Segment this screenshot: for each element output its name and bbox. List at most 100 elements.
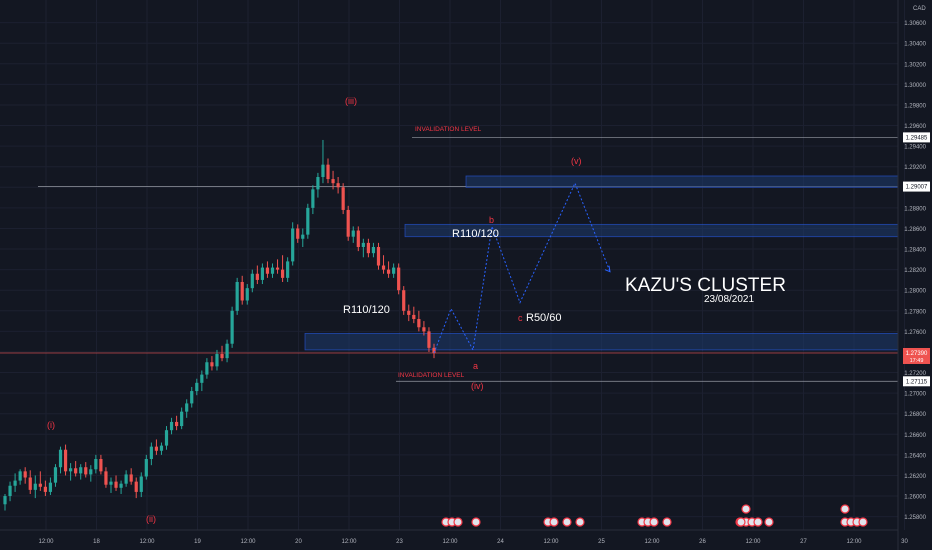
- price-tick-label: 1.30600: [904, 21, 926, 27]
- event-marker[interactable]: [858, 517, 868, 527]
- level-price-label: 1.29485: [906, 135, 928, 141]
- event-marker[interactable]: [453, 517, 463, 527]
- wave-label-ii: (ii): [146, 514, 156, 524]
- event-marker[interactable]: [471, 517, 481, 527]
- candle-body: [392, 267, 396, 274]
- candle-body: [84, 467, 88, 475]
- candle-body: [13, 480, 17, 486]
- candle-body: [119, 483, 123, 488]
- price-tick-label: 1.25800: [904, 515, 926, 521]
- candle-body: [129, 474, 133, 482]
- candle-body: [74, 468, 78, 474]
- candle-body: [316, 177, 320, 190]
- candle-body: [386, 269, 391, 274]
- candle-body: [341, 187, 345, 210]
- wave-label-v: (v): [571, 156, 582, 166]
- price-tick-label: 1.26400: [904, 453, 926, 459]
- candle-body: [169, 421, 174, 431]
- level-price-label: 1.29007: [906, 185, 928, 191]
- time-tick-label: 12:00: [38, 539, 54, 545]
- candle-body: [58, 449, 63, 468]
- candle-body: [149, 446, 153, 459]
- price-tick-label: 1.27600: [904, 330, 926, 336]
- zone-label-upper: R110/120: [452, 228, 499, 240]
- time-tick-label: 12:00: [846, 539, 862, 545]
- resistance-zones: [304, 175, 899, 351]
- event-marker[interactable]: [549, 517, 559, 527]
- candle-body: [38, 483, 42, 487]
- event-marker[interactable]: [736, 517, 746, 527]
- zone-label-lower: R110/120: [343, 304, 390, 316]
- candle-body: [331, 179, 335, 184]
- projection-arrowhead: [604, 265, 611, 273]
- candle-body: [175, 421, 179, 427]
- event-marker[interactable]: [741, 504, 751, 514]
- candle-body: [361, 242, 365, 247]
- price-tick-label: 1.29800: [904, 103, 926, 109]
- candle-body: [412, 314, 416, 320]
- candle-body: [114, 481, 118, 488]
- candle-body: [63, 449, 68, 472]
- event-marker[interactable]: [662, 517, 672, 527]
- candle-body: [402, 290, 406, 311]
- candle-body: [18, 471, 22, 481]
- candle-body: [286, 261, 290, 278]
- level-price-tag: [903, 376, 930, 387]
- candle-body: [422, 327, 426, 332]
- candle-body: [215, 354, 219, 367]
- candle-body: [200, 374, 204, 383]
- candle-body: [89, 469, 93, 475]
- time-tick-label: 12:00: [341, 539, 357, 545]
- candle-body: [321, 164, 325, 178]
- event-marker[interactable]: [840, 504, 850, 514]
- event-marker[interactable]: [575, 517, 585, 527]
- economic-event-markers[interactable]: [441, 504, 868, 527]
- candle-body: [351, 230, 355, 237]
- candle-body: [48, 482, 53, 492]
- price-tick-label: 1.28600: [904, 227, 926, 233]
- candle-body: [220, 354, 224, 359]
- current-price-label: 1.27390: [906, 351, 928, 357]
- time-tick-label: 18: [93, 539, 100, 545]
- wave-label-iv: (iv): [471, 381, 484, 391]
- candle-body: [306, 207, 310, 235]
- time-axis[interactable]: 12:00 18 12:00 19 12:00 20 12:00 23 12:00 24 12:00…: [38, 539, 908, 545]
- price-tick-label: 1.30400: [904, 42, 926, 48]
- candle-body: [164, 430, 169, 446]
- candle-body: [109, 481, 113, 485]
- wave-label-c: c: [518, 313, 523, 323]
- candle-body: [417, 319, 421, 328]
- event-marker[interactable]: [649, 517, 659, 527]
- candle-body: [99, 458, 103, 472]
- price-tick-label: 1.28400: [904, 248, 926, 254]
- candle-body: [235, 281, 239, 311]
- price-tick-label: 1.27000: [904, 392, 926, 398]
- candle-body: [139, 476, 143, 492]
- candle-body: [265, 267, 270, 274]
- candle-body: [245, 288, 249, 301]
- zone-box: [304, 333, 899, 351]
- candle-body: [43, 486, 47, 492]
- candle-body: [275, 267, 280, 270]
- candlestick-series: [3, 139, 436, 511]
- event-marker[interactable]: [764, 517, 774, 527]
- candle-body: [154, 446, 159, 451]
- candle-body: [205, 362, 209, 375]
- candle-body: [159, 445, 164, 451]
- candle-body: [94, 458, 98, 470]
- candle-body: [250, 273, 254, 289]
- level-price-label: 1.27115: [906, 379, 928, 385]
- time-tick-label: 12:00: [442, 539, 458, 545]
- candle-body: [407, 310, 411, 315]
- event-marker[interactable]: [562, 517, 572, 527]
- price-tick-label: 1.29600: [904, 124, 926, 130]
- event-marker[interactable]: [753, 517, 763, 527]
- zone-label-c: R50/60: [526, 312, 561, 324]
- time-tick-label: 20: [295, 539, 302, 545]
- time-tick-label: 12:00: [139, 539, 155, 545]
- level-price-tag: [903, 181, 930, 192]
- candle-body: [427, 331, 431, 348]
- wave-label-b: b: [489, 215, 494, 225]
